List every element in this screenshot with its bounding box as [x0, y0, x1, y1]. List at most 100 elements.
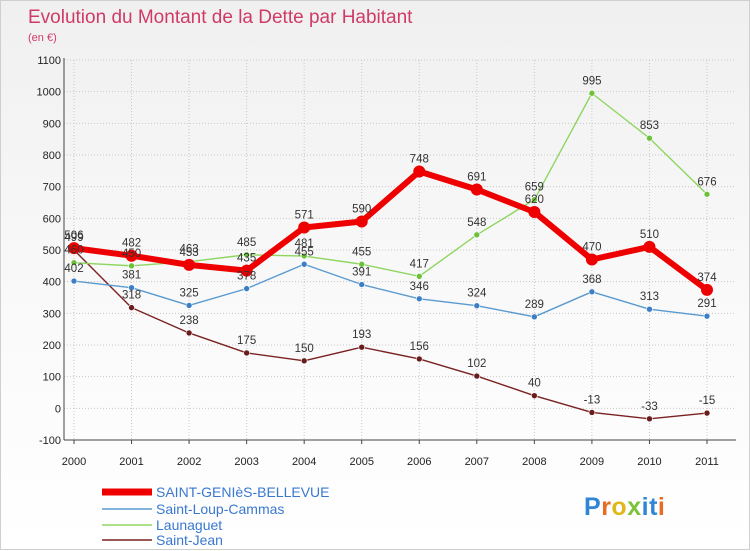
data-point-saint-geni-s-bellevue — [701, 283, 713, 296]
data-label-launaguet: 455 — [352, 246, 371, 258]
data-point-launaguet — [300, 252, 308, 260]
data-point-launaguet — [646, 134, 653, 142]
x-tick-label: 2007 — [465, 456, 489, 468]
chart-subtitle: (en €) — [28, 32, 57, 44]
data-label-saint-geni-s-bellevue: 482 — [122, 238, 141, 250]
y-tick-label: 400 — [43, 277, 61, 289]
logo-letter: x — [627, 493, 641, 521]
data-point-saint-jean — [300, 357, 308, 365]
data-point-saint-loup-cammas — [703, 312, 711, 320]
data-point-launaguet — [703, 190, 711, 198]
proxiti-logo: Proxiti — [584, 493, 665, 521]
x-tick-label: 2006 — [407, 456, 431, 468]
x-tick-label: 2001 — [119, 456, 143, 468]
x-tick-label: 2004 — [292, 456, 316, 468]
data-label-saint-loup-cammas: 402 — [64, 263, 83, 275]
y-tick-label: 600 — [43, 213, 61, 225]
data-point-launaguet — [531, 196, 538, 203]
y-tick-label: 1000 — [37, 87, 61, 99]
logo-letter: P — [584, 493, 601, 521]
data-label-saint-jean: 156 — [410, 341, 429, 353]
data-label-saint-jean: -33 — [641, 401, 658, 413]
data-point-launaguet — [70, 259, 78, 266]
data-point-saint-loup-cammas — [473, 302, 481, 310]
data-point-saint-loup-cammas — [358, 281, 366, 288]
series-line-saint-geni-s-bellevue — [71, 168, 710, 293]
grid-lines — [64, 59, 736, 441]
series-line-saint-loup-cammas — [73, 263, 708, 318]
data-label-saint-geni-s-bellevue: 470 — [582, 242, 601, 254]
data-label-saint-jean: 499 — [64, 232, 83, 244]
data-point-saint-loup-cammas — [531, 313, 538, 321]
x-tick-label: 2003 — [234, 456, 258, 468]
data-label-saint-geni-s-bellevue: 374 — [697, 272, 717, 284]
data-label-launaguet: 485 — [237, 237, 256, 249]
data-label-saint-jean: 150 — [295, 343, 314, 355]
series-line-saint-jean — [73, 249, 708, 420]
y-tick-label: 800 — [43, 150, 61, 162]
x-tick-label: 2009 — [580, 456, 604, 468]
data-point-launaguet — [128, 262, 135, 270]
data-label-saint-loup-cammas: 378 — [237, 271, 256, 283]
data-point-saint-loup-cammas — [415, 295, 423, 303]
data-label-launaguet: 463 — [179, 244, 198, 256]
data-label-saint-loup-cammas: 381 — [122, 270, 141, 282]
y-tick-label: 900 — [43, 118, 61, 130]
data-point-launaguet — [243, 251, 250, 259]
x-tick-label: 2005 — [349, 456, 373, 468]
data-point-saint-geni-s-bellevue — [585, 253, 598, 266]
data-point-saint-jean — [646, 415, 653, 423]
logo-letter: o — [611, 493, 627, 521]
data-point-saint-jean — [415, 355, 423, 363]
data-point-saint-loup-cammas — [588, 288, 596, 296]
data-label-saint-geni-s-bellevue: 506 — [64, 230, 83, 242]
data-label-saint-loup-cammas: 455 — [295, 246, 314, 258]
y-tick-label: 200 — [43, 340, 61, 352]
data-labels: 499 318 238 175 150 193 156 102 40 -13 -33 -15 463 48… — [64, 75, 717, 413]
data-point-saint-geni-s-bellevue — [183, 258, 196, 271]
data-label-saint-jean: 175 — [237, 335, 256, 347]
x-tick-label: 2011 — [695, 456, 719, 468]
data-point-saint-loup-cammas — [300, 260, 308, 268]
data-label-saint-jean: 318 — [122, 290, 141, 302]
data-label-saint-jean: -13 — [584, 394, 601, 406]
logo-letter: i — [658, 493, 665, 521]
data-point-launaguet — [415, 272, 423, 280]
data-label-saint-loup-cammas: 391 — [352, 267, 371, 279]
data-label-saint-loup-cammas: 325 — [179, 287, 198, 299]
x-tick-label: 2010 — [637, 456, 661, 468]
legend-label-saint-geni-s-bellevue: SAINT-GENIèS-BELLEVUE — [156, 484, 330, 500]
data-point-saint-jean — [703, 409, 711, 417]
data-label-launaguet: 995 — [582, 75, 601, 87]
data-point-saint-geni-s-bellevue — [470, 183, 483, 196]
y-tick-label: 300 — [43, 308, 61, 320]
data-point-launaguet — [358, 260, 366, 268]
data-point-saint-geni-s-bellevue — [240, 264, 253, 277]
y-tick-label: 100 — [43, 372, 61, 384]
data-label-saint-geni-s-bellevue: 691 — [467, 172, 486, 184]
data-label-saint-geni-s-bellevue: 620 — [525, 194, 544, 206]
data-point-saint-loup-cammas — [646, 305, 653, 313]
data-point-saint-loup-cammas — [128, 284, 135, 291]
data-label-launaguet: 460 — [64, 245, 83, 257]
data-point-saint-geni-s-bellevue — [355, 215, 368, 228]
data-point-saint-geni-s-bellevue — [68, 242, 80, 255]
data-point-saint-geni-s-bellevue — [643, 240, 656, 253]
data-label-launaguet: 417 — [410, 258, 429, 270]
data-label-saint-geni-s-bellevue: 590 — [352, 204, 371, 216]
data-label-saint-geni-s-bellevue: 453 — [179, 247, 198, 259]
logo-letter: i — [642, 493, 649, 521]
chart-title: Evolution du Montant de la Dette par Hab… — [28, 7, 413, 28]
y-tick-label: 500 — [43, 245, 61, 257]
data-point-saint-jean — [531, 392, 538, 399]
y-tick-label: -100 — [39, 435, 61, 447]
legend-label-saint-loup-cammas: Saint-Loup-Cammas — [156, 501, 284, 517]
data-label-saint-loup-cammas: 313 — [640, 291, 659, 303]
data-label-saint-geni-s-bellevue: 748 — [410, 153, 429, 165]
data-point-launaguet — [588, 89, 596, 97]
data-point-launaguet — [473, 231, 481, 239]
axes: -100 0 100 200 300 400 500 600 700 800 900 1000 1100… — [37, 55, 736, 468]
data-point-saint-geni-s-bellevue — [413, 165, 426, 178]
data-label-saint-jean: -15 — [699, 395, 716, 407]
